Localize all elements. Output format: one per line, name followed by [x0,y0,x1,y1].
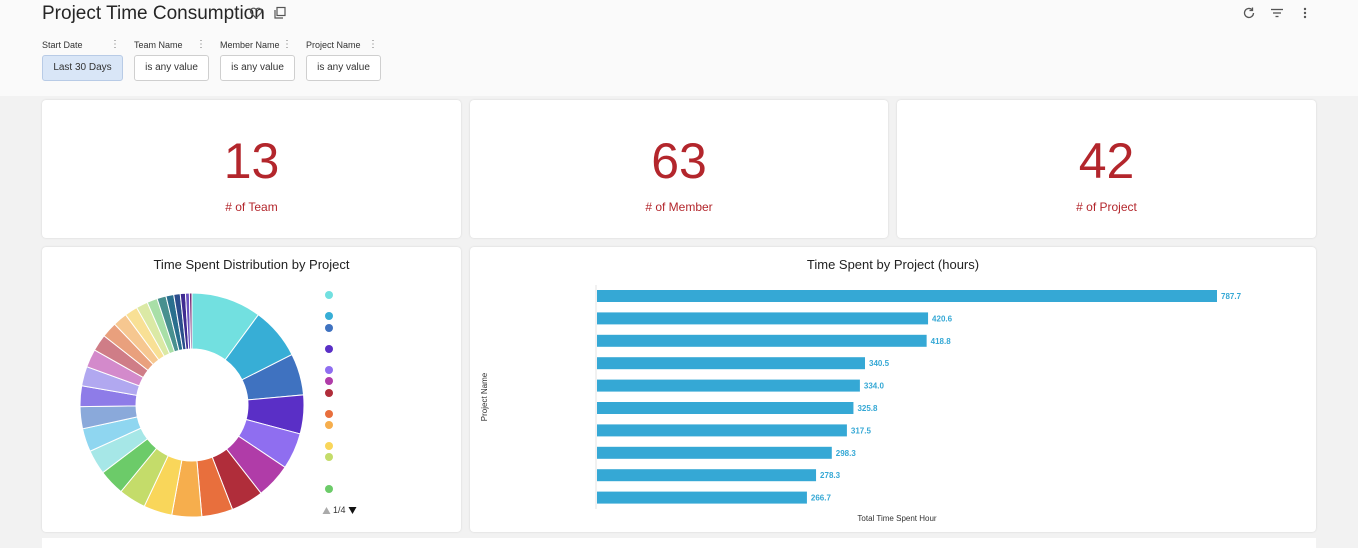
bar-chart-title: Time Spent by Project (hours) [806,257,980,272]
bar[interactable] [597,312,929,325]
filter-label: Team Name [134,40,183,50]
legend-dot[interactable] [325,453,333,461]
copy-icon[interactable] [273,6,287,20]
kpi-label: # of Member [645,200,713,214]
legend-dot[interactable] [325,377,333,385]
bar-chart: Project Name Total Time Spent Hour 787.7… [480,285,1242,523]
favorite-heart-icon[interactable] [249,6,263,20]
legend-dot[interactable] [325,410,333,418]
bar-value-label: 787.7 [1221,292,1242,301]
bar-value-label: 278.3 [820,471,841,480]
filter-start-date: Start Date ⋮ Last 30 Days [42,39,123,81]
legend-dot[interactable] [325,442,333,450]
pie-chart-card: Time Spent Distribution by Project 1/4 [42,247,461,532]
filter-menu-icon[interactable]: ⋮ [368,39,378,50]
donut-chart [79,292,305,518]
legend-pager: 1/4 [322,505,357,515]
bar[interactable] [597,469,817,482]
filter-label: Project Name [306,40,361,50]
filter-team-name: Team Name ⋮ is any value [134,39,209,81]
project-name-button[interactable]: is any value [306,55,381,81]
bar-value-label: 340.5 [869,359,890,368]
bar[interactable] [597,446,832,459]
bar-value-label: 420.6 [932,314,953,323]
more-options-icon[interactable] [1298,6,1312,20]
filter-project-name: Project Name ⋮ is any value [306,39,381,81]
filter-label: Start Date [42,40,83,50]
kpi-value: 13 [223,133,280,189]
bar-value-label: 334.0 [864,382,885,391]
member-name-button[interactable]: is any value [220,55,295,81]
bar[interactable] [597,402,854,414]
bar-value-label: 298.3 [836,449,857,458]
pie-chart-title: Time Spent Distribution by Project [153,257,350,272]
legend-dot[interactable] [325,291,333,299]
legend-page-up-icon[interactable] [322,506,331,515]
legend-page-indicator: 1/4 [333,505,346,515]
kpi-card-member: 63 # of Member [470,100,888,238]
legend-dot[interactable] [325,345,333,353]
bar-chart-card: Time Spent by Project (hours) Project Na… [470,247,1316,532]
legend-dot[interactable] [325,366,333,374]
kpi-label: # of Project [1076,200,1137,214]
x-axis-label: Total Time Spent Hour [857,514,936,523]
filter-menu-icon[interactable]: ⋮ [110,39,120,50]
kpi-value: 42 [1078,133,1135,189]
kpi-card-project: 42 # of Project [897,100,1316,238]
start-date-button[interactable]: Last 30 Days [42,55,123,81]
y-axis-label: Project Name [480,372,489,421]
bar[interactable] [597,357,866,370]
bar[interactable] [597,379,860,392]
filter-label: Member Name [220,40,280,50]
reload-icon[interactable] [1242,6,1256,20]
next-card-edge [42,538,1316,548]
legend-dot[interactable] [325,324,333,332]
bar-value-label: 266.7 [811,494,832,503]
donut-slice[interactable] [188,292,193,350]
bar[interactable] [597,491,807,504]
kpi-label: # of Team [225,200,278,214]
bar[interactable] [597,424,847,437]
legend-dot[interactable] [325,389,333,397]
filter-icon[interactable] [1270,6,1284,20]
bar-value-label: 325.8 [857,404,878,413]
legend-page-down-icon[interactable] [348,506,357,515]
kpi-value: 63 [651,133,707,189]
legend-dot[interactable] [325,485,333,493]
legend-dot[interactable] [325,421,333,429]
bar[interactable] [597,334,927,347]
bar-value-label: 317.5 [851,426,872,435]
team-name-button[interactable]: is any value [134,55,209,81]
filter-menu-icon[interactable]: ⋮ [282,39,292,50]
page-title: Project Time Consumption [42,3,265,24]
dashboard-header: Project Time Consumption Start Date ⋮ La… [0,0,1358,96]
bar-value-label: 418.8 [931,337,952,346]
filter-menu-icon[interactable]: ⋮ [196,39,206,50]
kpi-card-team: 13 # of Team [42,100,461,238]
bar[interactable] [597,290,1217,302]
legend-dot[interactable] [325,312,333,320]
filter-member-name: Member Name ⋮ is any value [220,39,295,81]
